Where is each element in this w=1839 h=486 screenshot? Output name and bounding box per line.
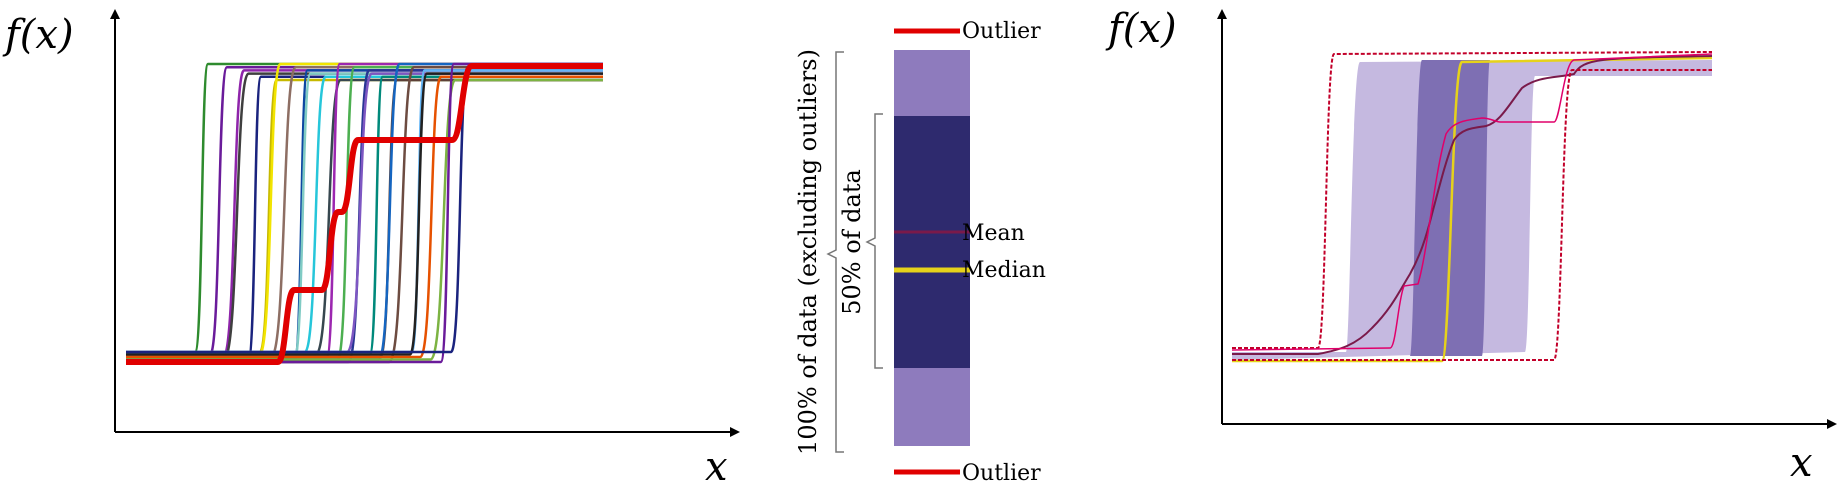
left-x-axis-label: x <box>705 444 728 486</box>
legend-median-label: Median <box>962 258 1046 283</box>
left-curve <box>126 62 603 364</box>
left-curve <box>126 75 603 359</box>
left-curve <box>126 75 603 354</box>
right-y-axis-label: f(x) <box>1105 6 1177 52</box>
right-outlier-curve-3 <box>1231 53 1713 351</box>
left-curve <box>126 72 603 354</box>
legend-bracket-100 <box>826 51 844 453</box>
left-curve <box>126 62 603 356</box>
legend: Outlier Mean Median Outlier 100% of data… <box>794 19 1046 486</box>
legend-outlier-top-label: Outlier <box>962 19 1041 44</box>
left-curve <box>126 69 603 359</box>
legend-bracket-50-label: 50% of data <box>838 169 866 315</box>
right-panel: f(x) x <box>1105 6 1837 486</box>
left-curve <box>126 62 603 354</box>
left-curve <box>126 62 603 359</box>
left-curve <box>126 65 603 356</box>
legend-mean-label: Mean <box>962 221 1025 246</box>
left-curve <box>126 65 603 359</box>
left-functional-curves <box>126 62 603 364</box>
right-inner-band <box>1404 60 1490 356</box>
right-median-curve <box>1232 56 1713 363</box>
right-mean-curve <box>1232 55 1713 355</box>
right-outlier-curve-1 <box>1232 51 1713 349</box>
left-outlier-curve <box>126 63 603 365</box>
left-curve <box>126 72 603 356</box>
left-curve <box>126 75 603 356</box>
legend-bracket-100-label: 100% of data (excluding outliers) <box>794 49 822 455</box>
legend-bracket-50 <box>865 113 883 369</box>
left-panel: f(x) x <box>2 9 740 486</box>
legend-inner-band <box>894 116 970 368</box>
right-x-axis-label: x <box>1790 440 1813 486</box>
legend-outlier-bottom-label: Outlier <box>962 461 1041 486</box>
left-y-axis-label: f(x) <box>2 12 74 58</box>
